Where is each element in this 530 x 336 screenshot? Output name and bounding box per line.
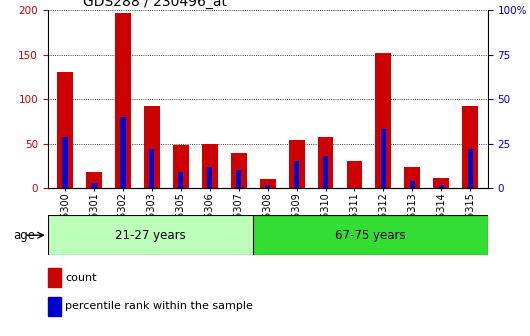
Bar: [48, 297, 61, 316]
Text: GDS288 / 230496_at: GDS288 / 230496_at: [83, 0, 227, 9]
Bar: [236, 170, 241, 188]
Bar: [48, 268, 61, 287]
Bar: [294, 161, 299, 188]
Bar: [63, 136, 68, 188]
Bar: [404, 167, 420, 188]
Text: percentile rank within the sample: percentile rank within the sample: [65, 301, 253, 311]
Bar: [178, 172, 183, 188]
Bar: [260, 179, 276, 188]
Bar: [289, 140, 305, 188]
Bar: [202, 144, 218, 188]
Bar: [323, 156, 328, 188]
Bar: [207, 167, 213, 188]
Bar: [375, 53, 391, 188]
Bar: [231, 153, 246, 188]
Bar: [86, 172, 102, 188]
Bar: [439, 184, 444, 188]
Bar: [149, 149, 154, 188]
Text: 21-27 years: 21-27 years: [115, 229, 186, 242]
Bar: [381, 129, 386, 188]
Bar: [410, 181, 415, 188]
Bar: [317, 136, 333, 188]
Bar: [144, 106, 160, 188]
Text: 67-75 years: 67-75 years: [335, 229, 405, 242]
Text: count: count: [65, 272, 97, 283]
Bar: [48, 215, 253, 255]
Bar: [434, 178, 449, 188]
Bar: [265, 184, 270, 188]
Bar: [173, 145, 189, 188]
Bar: [462, 106, 478, 188]
Bar: [57, 73, 73, 188]
Text: age: age: [13, 229, 36, 242]
Bar: [467, 149, 473, 188]
Bar: [91, 183, 96, 188]
Bar: [253, 215, 488, 255]
Bar: [115, 13, 131, 188]
Bar: [347, 161, 363, 188]
Bar: [120, 117, 126, 188]
